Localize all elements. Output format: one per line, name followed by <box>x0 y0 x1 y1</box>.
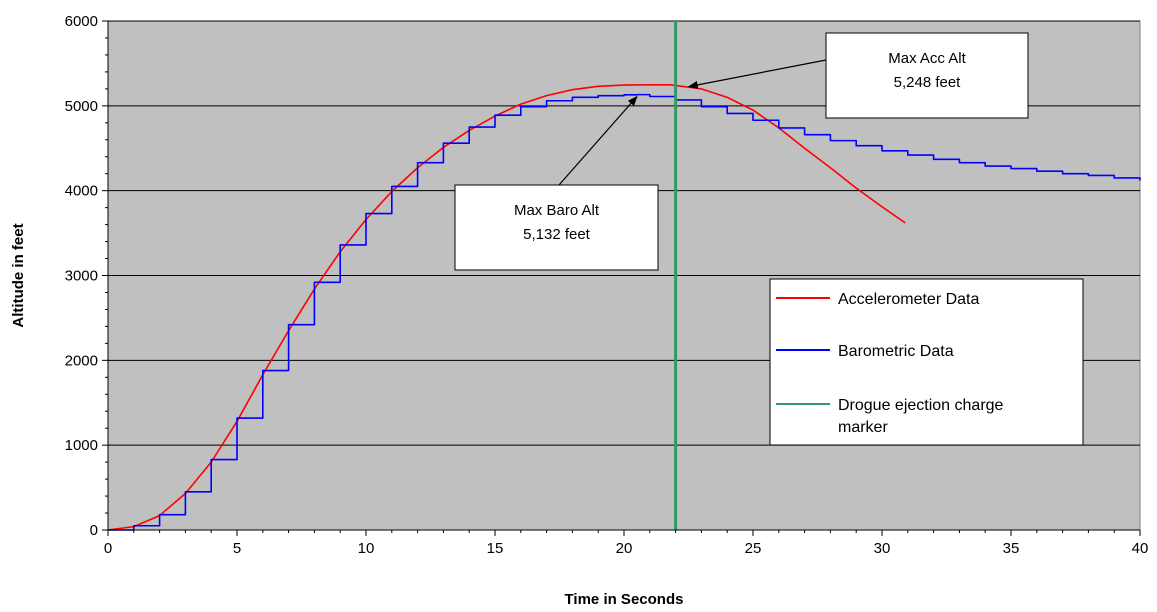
y-tick-label-1000: 1000 <box>65 437 98 454</box>
annotation-text-line-1: Max Acc Alt <box>888 50 966 67</box>
series-line-accelerometer-data <box>107 83 906 531</box>
x-axis-title: Time in Seconds <box>565 591 684 608</box>
legend-label-drogue-line2: marker <box>838 419 888 436</box>
annotation-text-line-2: 5,248 feet <box>894 74 962 91</box>
legend-label-accelerometer: Accelerometer Data <box>838 291 979 308</box>
axis-ticks: 0 1000 2000 3000 4000 5000 6000 0 5 10 15 20 25 30 35 4… <box>65 13 1149 557</box>
legend-label-drogue: Drogue ejection charge <box>838 397 1004 414</box>
y-axis-title: Altitude in feet <box>10 223 27 327</box>
x-tick-label-20: 20 <box>616 540 633 557</box>
annotation-text-line-1: Max Baro Alt <box>514 202 600 219</box>
x-tick-label-10: 10 <box>358 540 375 557</box>
legend-box <box>769 278 1084 446</box>
x-tick-label-5: 5 <box>233 540 241 557</box>
x-tick-label-40: 40 <box>1132 540 1149 557</box>
series-lines <box>107 21 1141 531</box>
annotation-arrow <box>558 95 638 186</box>
annotation-text-line-2: 5,132 feet <box>523 226 591 243</box>
annotations: Max Acc Alt 5,248 feet Max Baro Alt 5,132 f… <box>454 32 1029 271</box>
annotation-max-baro-alt: Max Baro Alt 5,132 feet <box>454 95 659 271</box>
x-tick-label-15: 15 <box>487 540 504 557</box>
legend-label-barometric: Barometric Data <box>838 343 954 360</box>
x-tick-label-35: 35 <box>1003 540 1020 557</box>
y-tick-label-5000: 5000 <box>65 98 98 115</box>
y-tick-label-2000: 2000 <box>65 352 98 369</box>
y-tick-label-3000: 3000 <box>65 268 98 285</box>
x-tick-label-30: 30 <box>874 540 891 557</box>
x-tick-label-25: 25 <box>745 540 762 557</box>
y-tick-label-0: 0 <box>90 522 98 539</box>
annotation-box <box>825 32 1029 119</box>
y-tick-label-6000: 6000 <box>65 13 98 30</box>
annotation-arrow <box>687 59 827 89</box>
annotation-box <box>454 184 659 271</box>
y-tick-label-4000: 4000 <box>65 183 98 200</box>
annotation-max-acc-alt: Max Acc Alt 5,248 feet <box>687 32 1029 119</box>
series-line-barometric-data <box>108 93 1141 531</box>
legend: Accelerometer Data Barometric Data Drogu… <box>769 278 1084 446</box>
x-tick-label-0: 0 <box>104 540 112 557</box>
